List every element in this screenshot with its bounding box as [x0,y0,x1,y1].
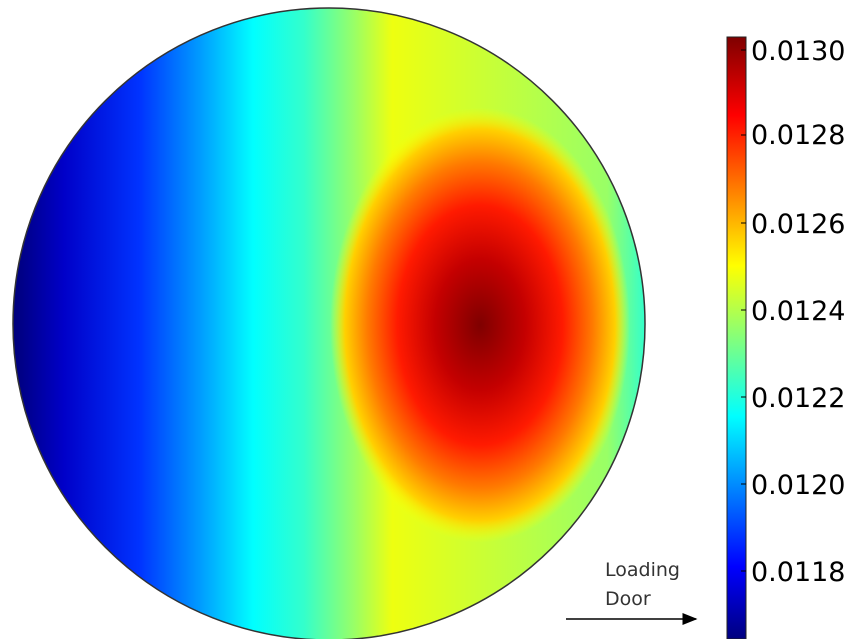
colorbar-tick-label: 0.0128 [751,120,846,151]
colorbar-tick-label: 0.0118 [751,557,846,588]
colorbar-tick-label: 0.0130 [751,36,846,67]
colorbar-bar [726,36,747,639]
colorbar-tick-label: 0.0120 [751,470,846,501]
annotation-line-1: Loading [605,559,680,581]
colorbar-tick-label: 0.0126 [751,209,846,240]
colorbar-tick-label: 0.0124 [751,296,846,327]
colorbar-tick-label: 0.0122 [751,383,846,414]
disc-outline [12,7,646,639]
temperature-field [13,8,645,639]
annotation-line-2: Door [605,588,651,610]
hot-spot [310,95,630,555]
colorbar-tick-marks [741,49,746,572]
